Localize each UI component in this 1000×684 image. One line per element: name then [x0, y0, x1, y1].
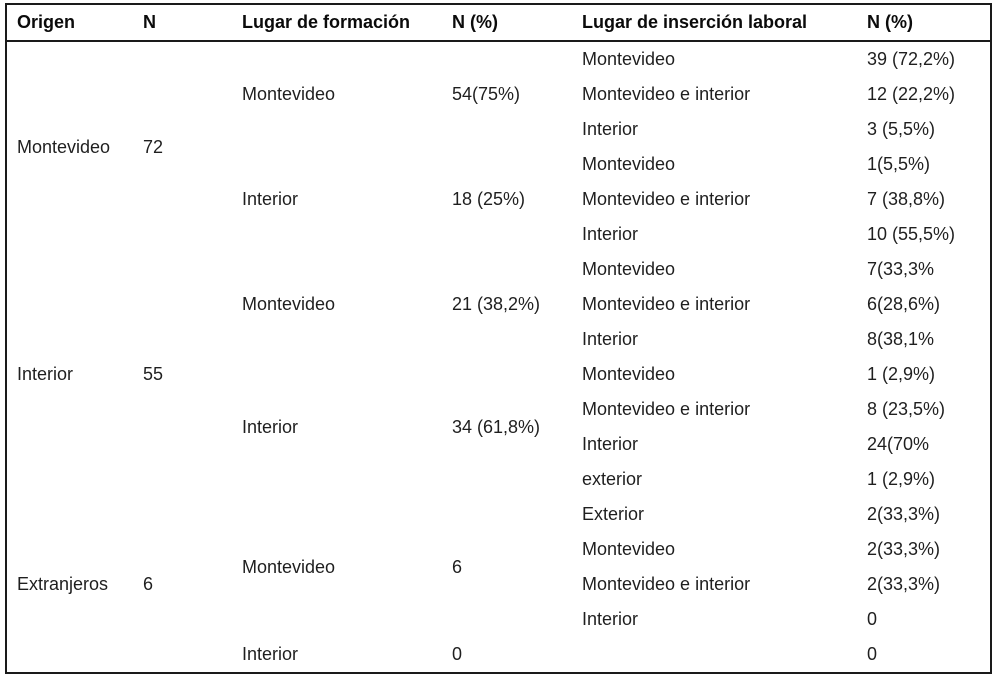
insercion-cell: Montevideo e interior — [582, 84, 751, 104]
table-row: Interior 55 Montevideo 21 (38,2%) Montevideo… — [6, 252, 991, 384]
insercion-n-pct-cell: 2(33,3%) — [867, 504, 941, 524]
table-header: Origen N Lugar de formación N (%) Lugar … — [6, 4, 991, 42]
insercion-cell: Montevideo — [582, 49, 676, 69]
formacion-n-pct-cell: 18 (25%) — [452, 189, 526, 209]
insercion-cell: Montevideo e interior — [582, 574, 751, 594]
table-row: exterior 1 (2,9%) — [6, 462, 991, 497]
formacion-cell: Montevideo — [242, 294, 336, 314]
table-row: Montevideo e interior 2(33,3%) — [6, 567, 991, 602]
insercion-cell: Montevideo — [582, 259, 676, 279]
insercion-n-pct-cell: 6(28,6%) — [867, 294, 941, 314]
insercion-cell: Montevideo — [582, 364, 676, 384]
header-n-pct-insercion: N (%) — [857, 4, 991, 42]
table-row: Montevideo e interior 6(28,6%) — [6, 287, 991, 322]
insercion-n-pct-cell: 8(38,1% — [867, 329, 935, 349]
insercion-n-pct-cell: 1(5,5%) — [867, 154, 931, 174]
header-lugar-formacion: Lugar de formación — [232, 4, 442, 42]
table-row: Interior 0 — [6, 602, 991, 637]
insercion-cell: exterior — [582, 469, 643, 489]
origen-formacion-insercion-table: Origen N Lugar de formación N (%) Lugar … — [5, 3, 992, 674]
formacion-n-pct-cell: 34 (61,8%) — [452, 416, 541, 437]
insercion-n-pct-cell: 2(33,3%) — [867, 539, 941, 559]
insercion-cell — [572, 637, 857, 673]
insercion-n-pct-cell: 7 (38,8%) — [867, 189, 946, 209]
insercion-cell: Montevideo — [582, 154, 676, 174]
formacion-n-pct-cell: 54(75%) — [452, 84, 521, 104]
insercion-n-pct-cell: 12 (22,2%) — [867, 84, 956, 104]
insercion-cell: Interior — [582, 434, 639, 454]
origen-cell: Interior — [17, 364, 74, 384]
table-body: Montevideo 72 Montevideo 54(75%) Montevideo 3… — [6, 41, 991, 673]
origen-n-cell: 55 — [143, 364, 164, 384]
insercion-cell: Montevideo e interior — [582, 399, 751, 419]
insercion-n-pct-cell: 0 — [867, 609, 878, 629]
insercion-n-pct-cell: 10 (55,5%) — [867, 224, 956, 244]
insercion-cell: Interior — [582, 224, 639, 244]
insercion-n-pct-cell: 1 (2,9%) — [867, 364, 936, 384]
header-n-pct-formacion: N (%) — [442, 4, 572, 42]
insercion-cell: Montevideo — [582, 539, 676, 559]
insercion-n-pct-cell: 0 — [867, 644, 878, 664]
formacion-n-pct-cell: 6 — [452, 556, 463, 577]
table-row: Montevideo e interior 7 (38,8%) — [6, 182, 991, 217]
header-n: N — [133, 4, 232, 42]
insercion-cell: Montevideo e interior — [582, 294, 751, 314]
table-row: Montevideo 72 Montevideo 54(75%) Montevideo 3… — [6, 41, 991, 157]
insercion-cell: Interior — [582, 329, 639, 349]
formacion-n-pct-cell: 21 (38,2%) — [452, 294, 541, 314]
insercion-n-pct-cell: 24(70% — [867, 434, 930, 454]
formacion-cell: Interior — [242, 416, 299, 437]
insercion-n-pct-cell: 39 (72,2%) — [867, 49, 956, 69]
table-row: Interior 0 0 — [6, 637, 991, 673]
insercion-cell: Interior — [582, 609, 639, 629]
header-lugar-insercion: Lugar de inserción laboral — [572, 4, 857, 42]
formacion-n-pct-cell: 0 — [452, 644, 463, 664]
formacion-cell: Interior — [242, 189, 299, 209]
origen-n-cell: 6 — [143, 574, 154, 594]
formacion-cell: Montevideo — [242, 84, 336, 104]
header-origen: Origen — [6, 4, 133, 42]
table-row: Extranjeros 6 Montevideo 6 Exterior 2(33,3%) — [6, 497, 991, 594]
table-row: Interior 3 (5,5%) — [6, 112, 991, 147]
table-row: Montevideo e interior 8 (23,5%) — [6, 392, 991, 427]
table-row: Interior 8(38,1% — [6, 322, 991, 357]
insercion-n-pct-cell: 2(33,3%) — [867, 574, 941, 594]
formacion-cell: Interior — [242, 644, 299, 664]
origen-n-cell: 72 — [143, 136, 164, 157]
table-row: Interior 18 (25%) Montevideo 1(5,5%) — [6, 147, 991, 209]
insercion-n-pct-cell: 3 (5,5%) — [867, 119, 936, 139]
table-row: Montevideo e interior 12 (22,2%) — [6, 77, 991, 112]
insercion-n-pct-cell: 7(33,3% — [867, 259, 935, 279]
origen-cell: Extranjeros — [17, 574, 109, 594]
insercion-n-pct-cell: 8 (23,5%) — [867, 399, 946, 419]
formacion-cell: Montevideo — [242, 556, 336, 577]
table-row: Interior 10 (55,5%) — [6, 217, 991, 252]
insercion-n-pct-cell: 1 (2,9%) — [867, 469, 936, 489]
header-row: Origen N Lugar de formación N (%) Lugar … — [6, 4, 991, 42]
table-row: Interior 34 (61,8%) Montevideo 1 (2,9%) — [6, 357, 991, 437]
table-row: Montevideo 2(33,3%) — [6, 532, 991, 567]
insercion-cell: Exterior — [582, 504, 645, 524]
table-row: Interior 24(70% — [6, 427, 991, 462]
origen-cell: Montevideo — [17, 136, 111, 157]
insercion-cell: Interior — [582, 119, 639, 139]
insercion-cell: Montevideo e interior — [582, 189, 751, 209]
